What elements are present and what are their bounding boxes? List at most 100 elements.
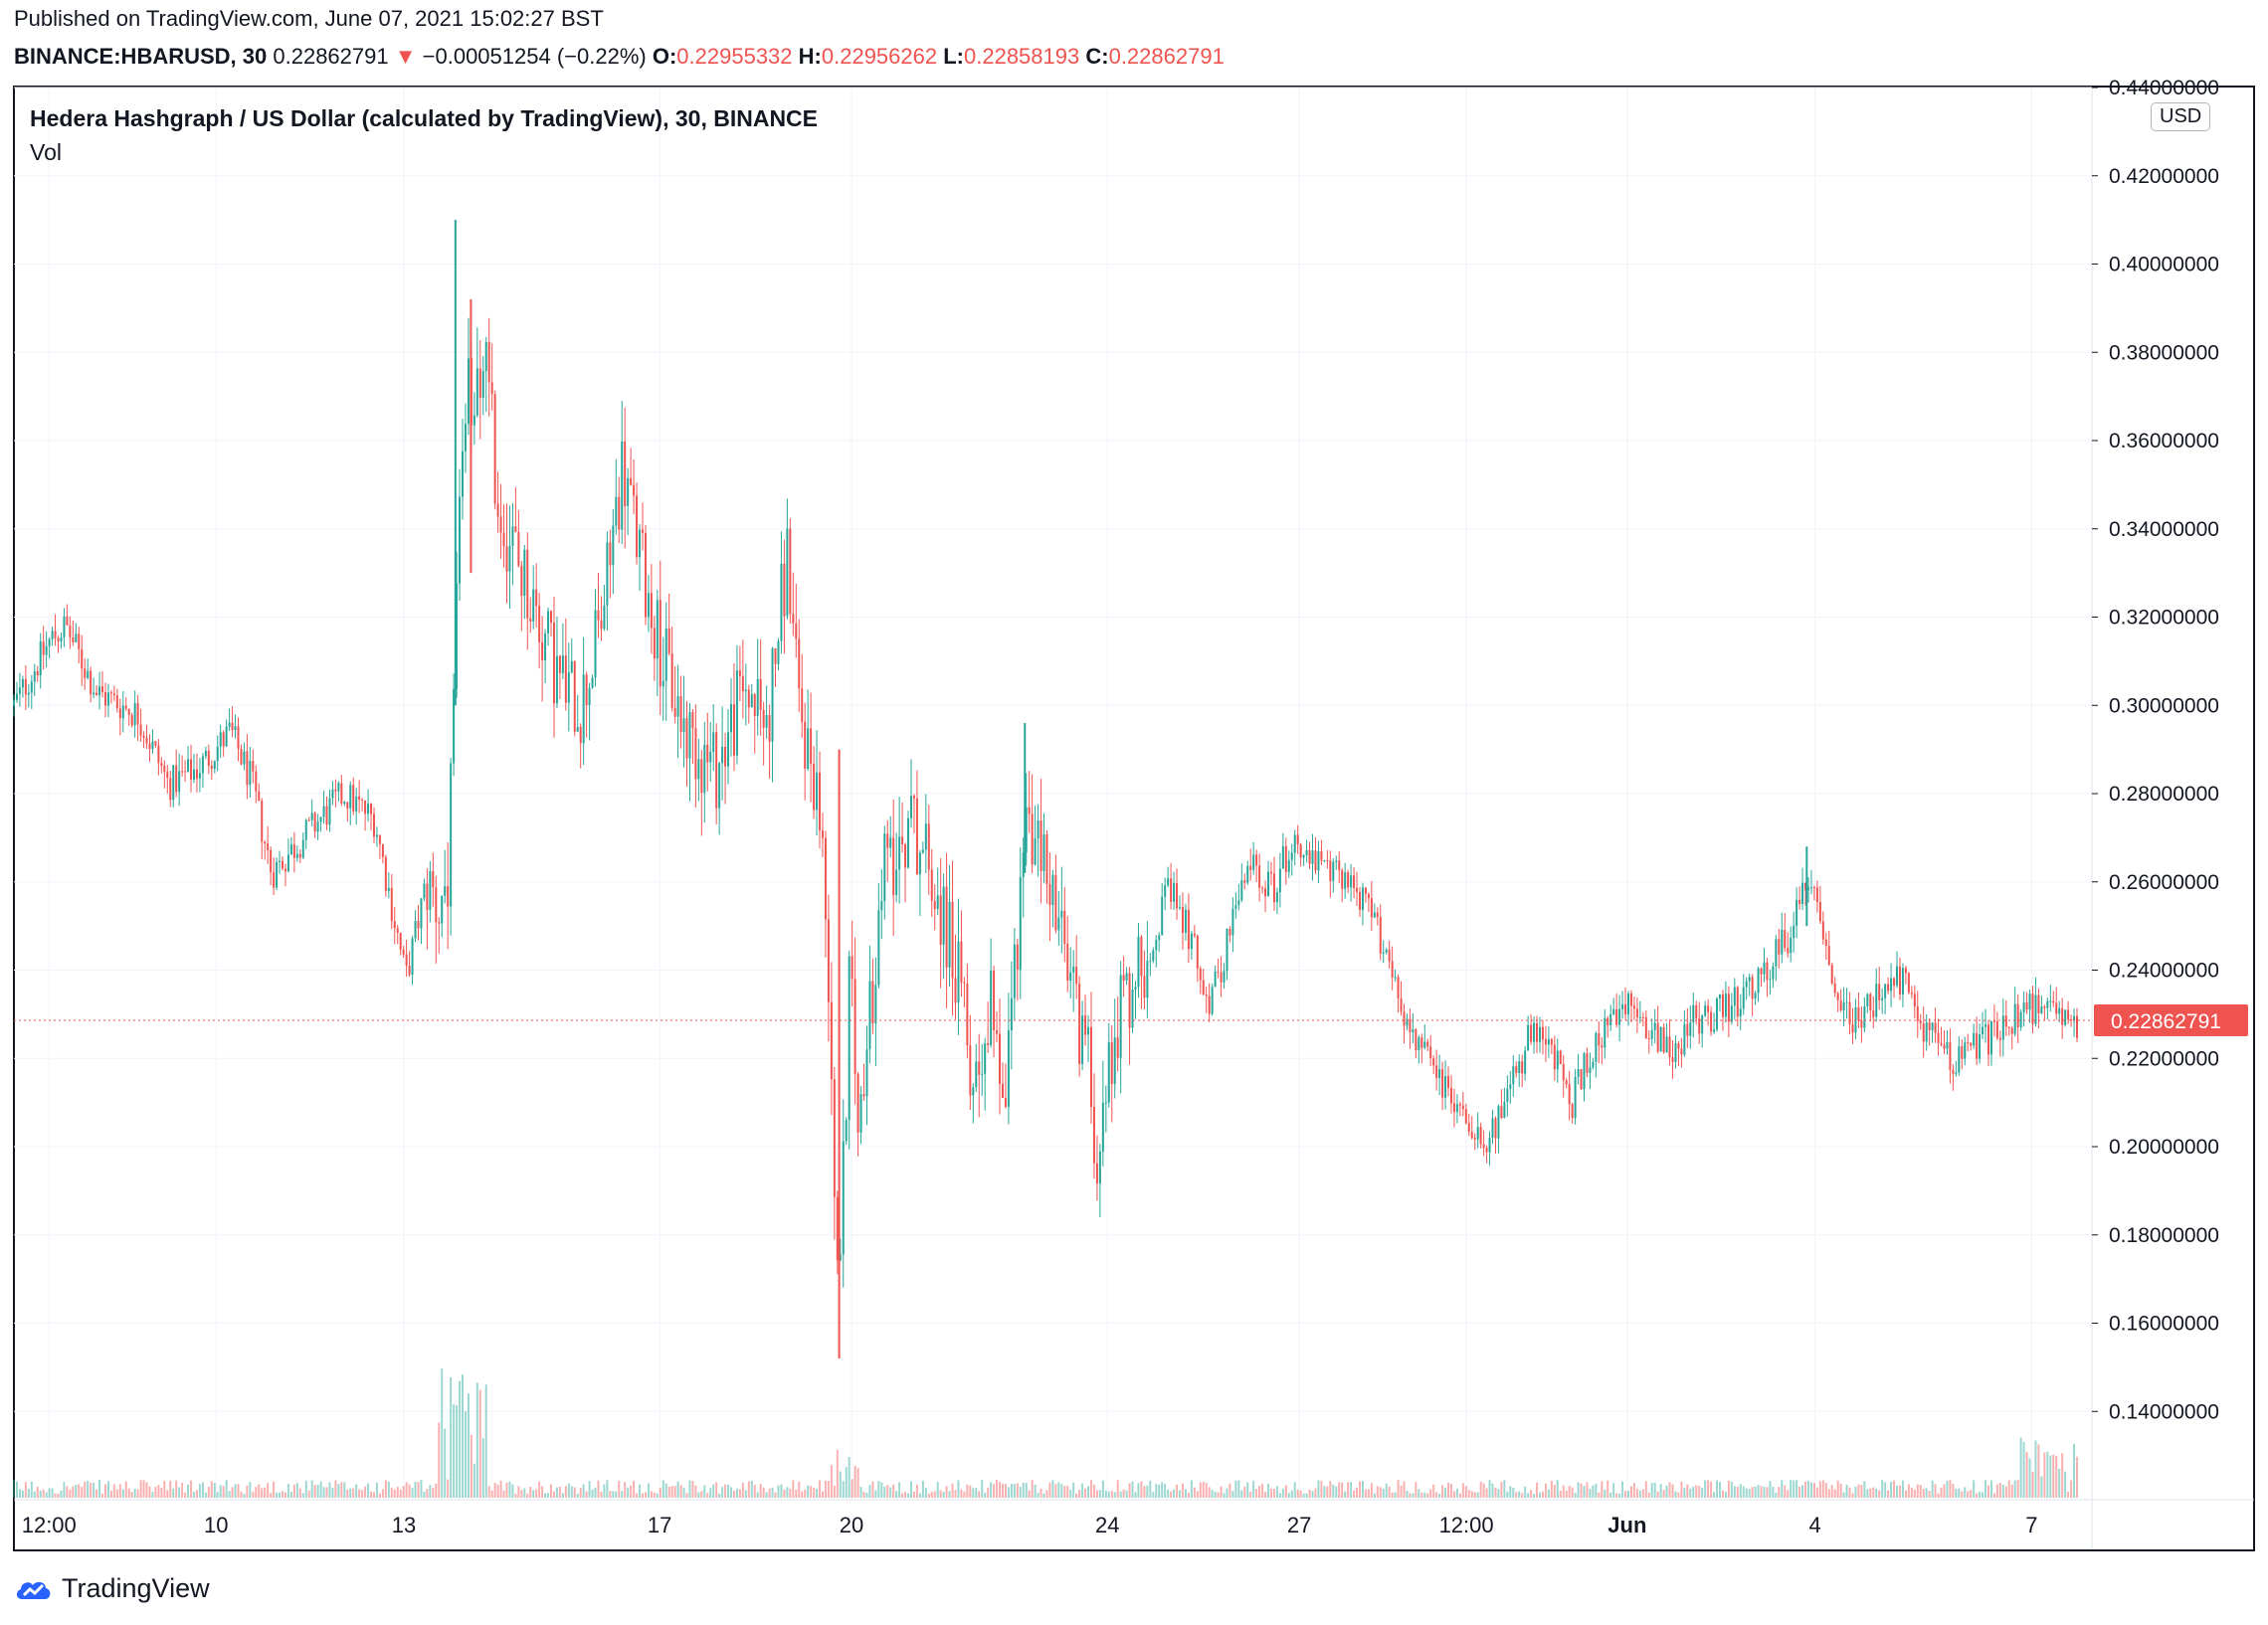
volume-bar	[1048, 1482, 1051, 1498]
candle-body	[133, 703, 136, 726]
candle-body	[853, 979, 856, 1074]
volume-bar	[718, 1493, 721, 1498]
candle-body	[1984, 1024, 1987, 1027]
volume-bar	[774, 1492, 777, 1498]
volume-bar	[898, 1482, 901, 1498]
volume-bar	[225, 1480, 228, 1498]
candle-body	[1281, 845, 1284, 869]
candle-body	[676, 696, 679, 717]
volume-bar	[1078, 1489, 1081, 1498]
candle-body	[621, 442, 624, 530]
volume-bar	[393, 1489, 396, 1498]
candle-body	[1784, 930, 1787, 949]
candle-body	[520, 565, 523, 597]
candle-body	[340, 783, 343, 805]
candle-body	[845, 1120, 848, 1142]
volume-bar	[1589, 1489, 1592, 1498]
candle-body	[1409, 1018, 1412, 1032]
volume-bar	[1653, 1482, 1656, 1498]
candle-body	[1435, 1065, 1438, 1079]
x-tick-label: 20	[840, 1513, 863, 1537]
y-tick-label: 0.24000000	[2109, 960, 2219, 983]
candle-body	[270, 849, 273, 873]
candle-body	[121, 705, 124, 719]
tradingview-brand[interactable]: TradingView	[14, 1573, 210, 1604]
candle-body	[1695, 1004, 1698, 1019]
candle-body	[1048, 884, 1051, 906]
candle-body	[514, 526, 517, 532]
volume-bar	[2025, 1451, 2028, 1498]
candle-body	[1140, 936, 1143, 977]
volume-bar	[621, 1491, 624, 1498]
candle-body	[1992, 1020, 1995, 1022]
candle-body	[282, 860, 284, 869]
candle-body	[1223, 971, 1226, 983]
candle-body	[1793, 925, 1796, 939]
candle-body	[1565, 1080, 1568, 1085]
volume-bar	[1745, 1488, 1748, 1498]
candle-body	[1464, 1109, 1467, 1124]
volume-bar	[1919, 1485, 1922, 1498]
candle-body	[1506, 1088, 1509, 1102]
volume-bar	[1432, 1484, 1435, 1498]
candle-body	[349, 785, 352, 809]
volume-bar	[169, 1480, 172, 1498]
volume-bar	[1485, 1488, 1488, 1498]
volume-bar	[387, 1481, 390, 1498]
candle-body	[178, 771, 181, 793]
candle-body	[615, 496, 618, 526]
volume-bar	[184, 1492, 187, 1498]
candle-body	[1904, 968, 1907, 974]
volume-bar	[493, 1482, 496, 1498]
candle-body	[1541, 1026, 1544, 1040]
candle-body	[848, 956, 850, 1121]
volume-bar	[1710, 1481, 1713, 1498]
volume-bar	[1146, 1485, 1149, 1498]
candle-body	[1998, 1037, 2001, 1040]
candle-body	[1332, 861, 1335, 881]
y-tick-label: 0.26000000	[2109, 871, 2219, 894]
y-tick-label: 0.18000000	[2109, 1224, 2219, 1247]
candle-body	[1444, 1076, 1447, 1098]
volume-bar	[1733, 1486, 1736, 1498]
volume-bar	[130, 1492, 133, 1498]
candle-body	[1019, 877, 1022, 971]
volume-bar	[930, 1492, 933, 1498]
volume-bar	[1881, 1480, 1884, 1498]
candle-body	[292, 844, 295, 858]
x-tick-label: 4	[1808, 1513, 1820, 1537]
candle-body	[630, 477, 633, 485]
y-tick-label: 0.32000000	[2109, 607, 2219, 630]
volume-bar	[2034, 1440, 2037, 1498]
volume-bar	[1326, 1486, 1329, 1498]
volume-bar	[1060, 1484, 1063, 1498]
candle-body	[2034, 994, 2037, 1024]
volume-bar	[1164, 1483, 1167, 1498]
candle-body	[472, 415, 475, 426]
candle-body	[1830, 965, 1833, 984]
candle-body	[1812, 887, 1815, 889]
candle-body	[1208, 995, 1211, 1014]
volume-bar	[1845, 1485, 1848, 1498]
candle-body	[744, 689, 747, 692]
candle-body	[1028, 807, 1031, 814]
volume-bar	[1961, 1491, 1964, 1498]
volume-bar	[650, 1491, 653, 1498]
volume-bar	[361, 1490, 364, 1498]
volume-bar	[408, 1484, 411, 1498]
candle-body	[1653, 1022, 1656, 1030]
candle-body	[664, 628, 667, 681]
volume-bar	[24, 1482, 27, 1498]
volume-bar	[1627, 1490, 1630, 1498]
currency-badge[interactable]: USD	[2151, 102, 2211, 131]
volume-bar	[600, 1491, 603, 1498]
volume-bar	[1931, 1480, 1934, 1498]
candle-body	[1665, 1036, 1668, 1053]
volume-bar	[1143, 1486, 1146, 1498]
volume-bar	[633, 1481, 636, 1498]
candle-body	[93, 692, 95, 695]
candle-body	[1426, 1041, 1429, 1047]
volume-bar	[1385, 1483, 1388, 1498]
volume-bar	[1998, 1483, 2001, 1498]
